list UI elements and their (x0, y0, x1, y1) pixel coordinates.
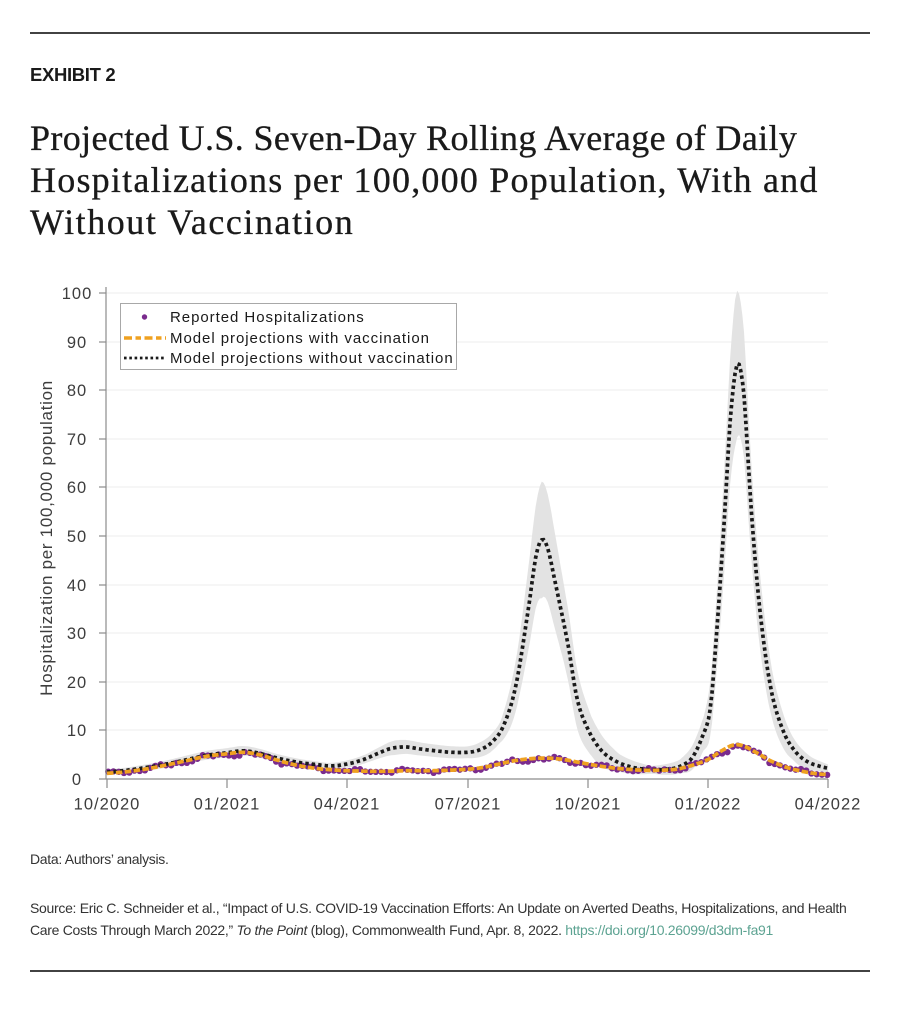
svg-text:80: 80 (67, 382, 87, 400)
svg-text:40: 40 (67, 577, 87, 595)
svg-text:30: 30 (67, 625, 87, 643)
svg-text:90: 90 (67, 334, 87, 352)
svg-text:20: 20 (67, 674, 87, 692)
svg-text:01/2021: 01/2021 (194, 796, 261, 814)
svg-text:0: 0 (72, 771, 82, 789)
svg-text:Reported Hospitalizations: Reported Hospitalizations (170, 309, 365, 326)
svg-text:01/2022: 01/2022 (675, 796, 742, 814)
svg-text:100: 100 (62, 285, 93, 303)
svg-text:10/2021: 10/2021 (555, 796, 622, 814)
svg-text:Hospitalization per 100,000 po: Hospitalization per 100,000 population (37, 380, 56, 696)
svg-text:04/2022: 04/2022 (795, 796, 862, 814)
svg-text:60: 60 (67, 479, 87, 497)
svg-text:Model projections without vacc: Model projections without vaccination (170, 350, 454, 367)
svg-text:04/2021: 04/2021 (314, 796, 381, 814)
svg-text:10/2020: 10/2020 (74, 796, 141, 814)
svg-text:50: 50 (67, 528, 87, 546)
svg-text:Model projections with vaccina: Model projections with vaccination (170, 330, 430, 347)
svg-text:07/2021: 07/2021 (435, 796, 502, 814)
svg-text:70: 70 (67, 431, 87, 449)
svg-text:10: 10 (67, 722, 87, 740)
